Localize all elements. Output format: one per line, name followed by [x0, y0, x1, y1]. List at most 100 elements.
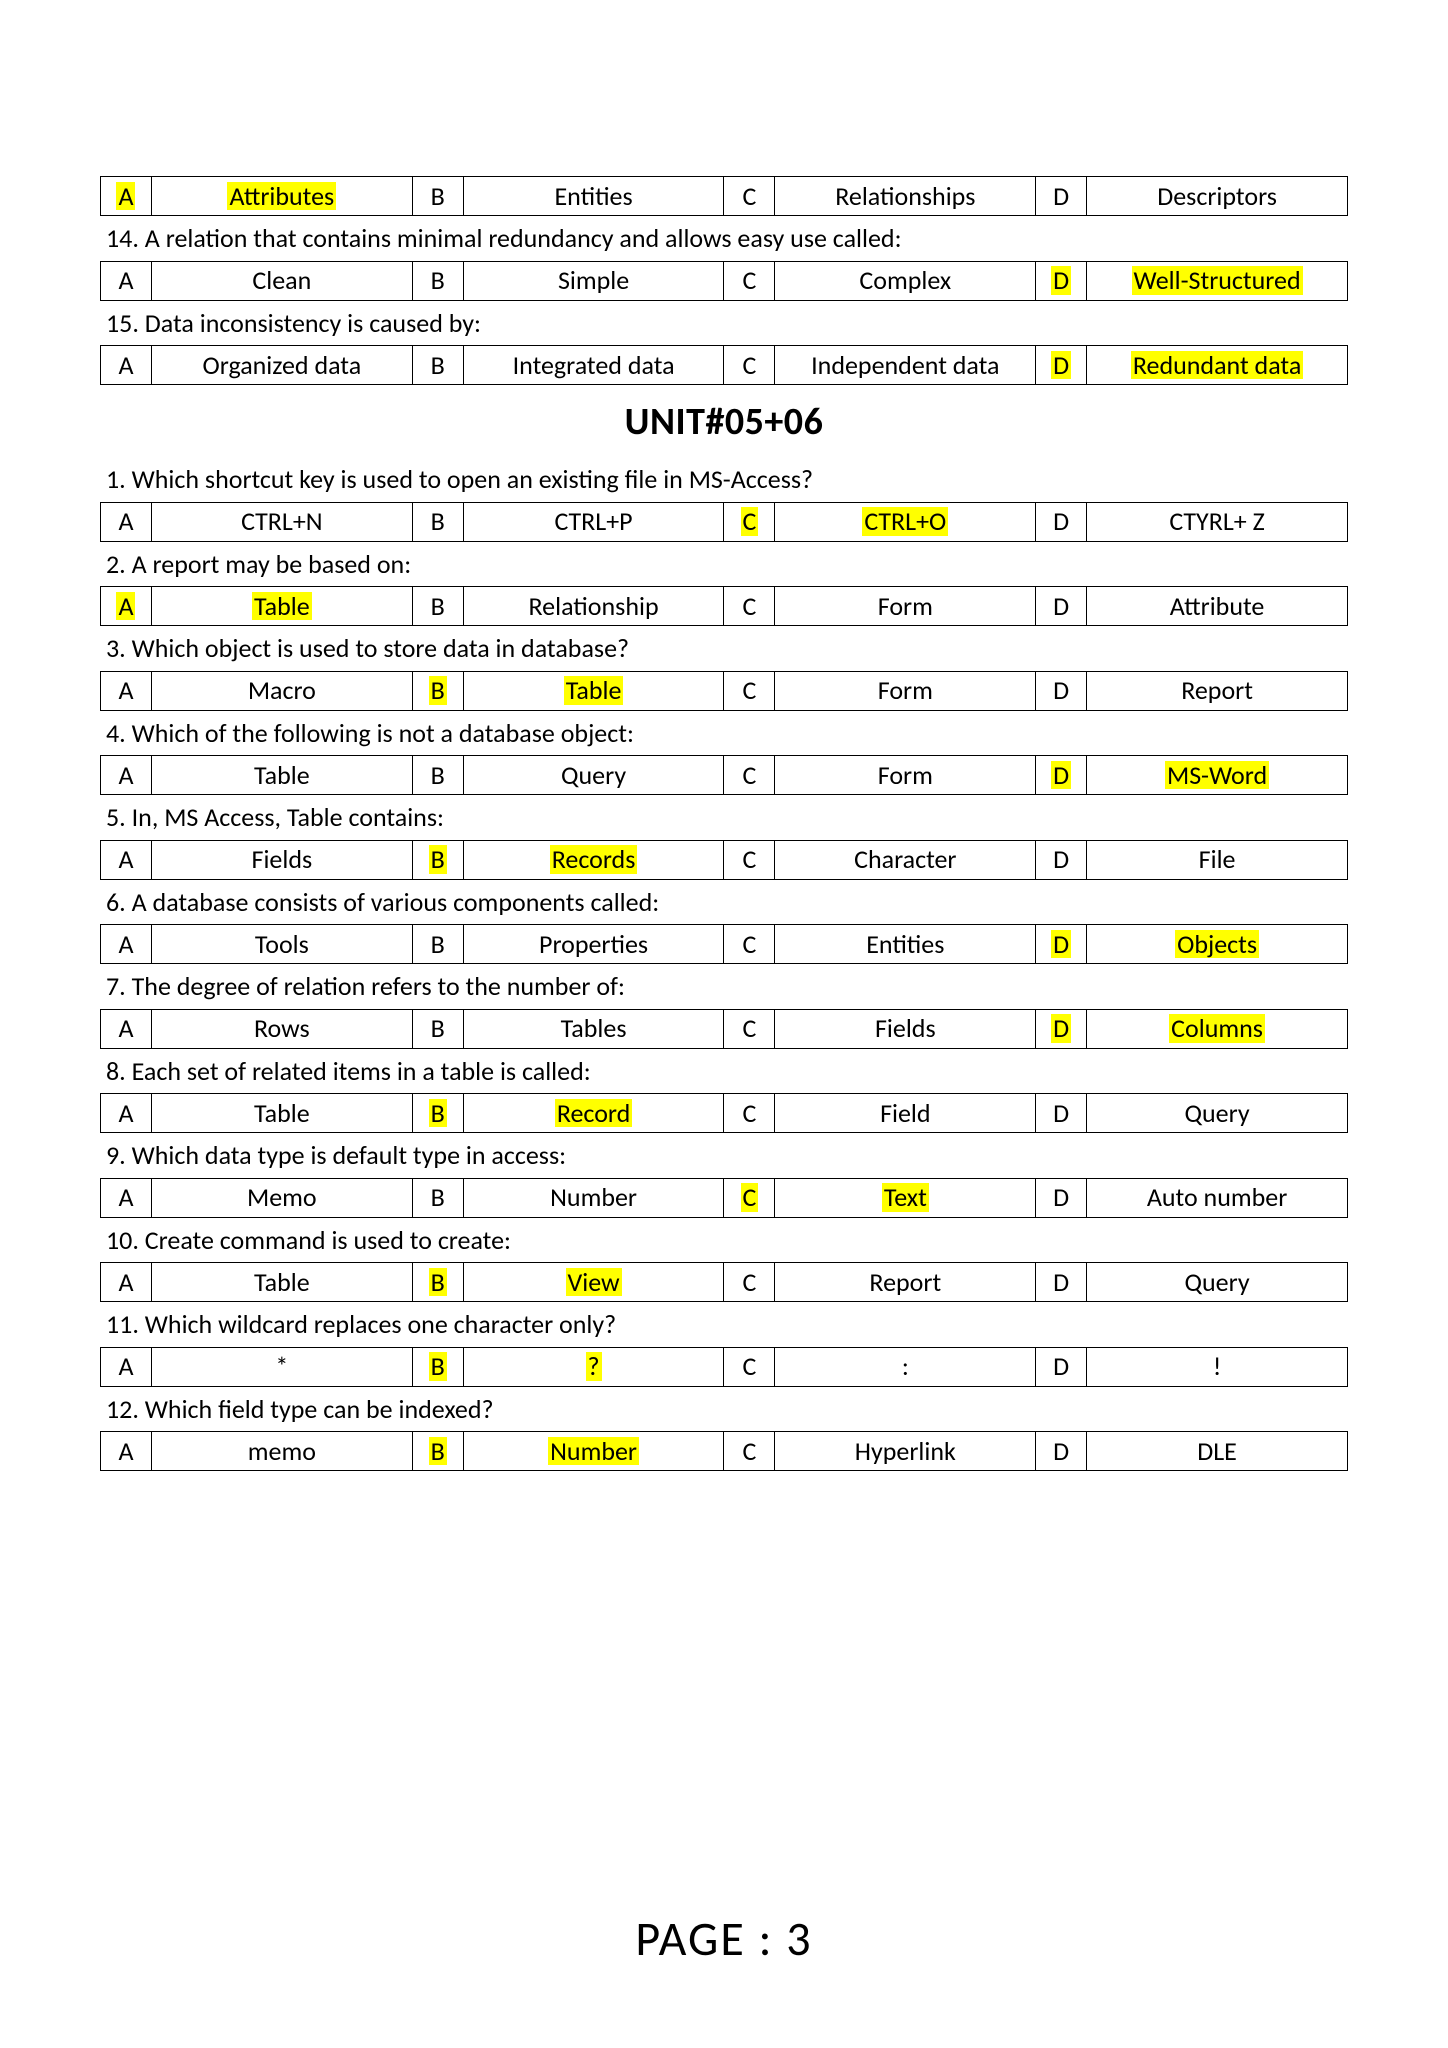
opt-value-a: CTRL+N [151, 502, 412, 541]
option-row: AMemoBNumberCTextDAuto number [100, 1178, 1348, 1218]
opt-value-c: Fields [775, 1009, 1036, 1048]
question-14-text: 14. A relation that contains minimal red… [106, 222, 1348, 255]
question-text: 3. Which object is used to store data in… [106, 632, 1348, 665]
opt-letter-d: D [1036, 1094, 1087, 1133]
opt-value-d: Attribute [1087, 587, 1348, 626]
opt-value-c: Complex [775, 261, 1036, 300]
opt-letter-b: B [412, 1347, 463, 1386]
opt-letter-b: B [412, 1178, 463, 1217]
opt-letter-a: A [101, 1347, 152, 1386]
opt-letter-c: C [724, 840, 775, 879]
table-row: A Attributes B Entities C Relationships … [101, 177, 1348, 216]
opt-letter-c: C [724, 756, 775, 795]
opt-value-b: Properties [463, 925, 724, 964]
opt-value-d: Query [1087, 1094, 1348, 1133]
opt-letter-c: C [724, 1094, 775, 1133]
opt-value-d: Auto number [1087, 1178, 1348, 1217]
question-text: 11. Which wildcard replaces one characte… [106, 1308, 1348, 1341]
opt-value-d: Report [1087, 671, 1348, 710]
opt-letter-b: B [412, 840, 463, 879]
option-row: AToolsBPropertiesCEntitiesDObjects [100, 924, 1348, 964]
opt-letter-d: D [1036, 1009, 1087, 1048]
opt-value-d: Objects [1087, 925, 1348, 964]
opt-value-d: Query [1087, 1263, 1348, 1302]
opt-value-a: Table [151, 756, 412, 795]
opt-value-d: DLE [1087, 1432, 1348, 1471]
opt-letter-b: B [412, 587, 463, 626]
opt-letter-c: C [724, 346, 775, 385]
option-row: A*B?C:D! [100, 1347, 1348, 1387]
opt-letter-b: B [412, 1263, 463, 1302]
opt-value-c: Entities [775, 925, 1036, 964]
opt-letter-d: D [1036, 756, 1087, 795]
opt-letter-d: D [1036, 1432, 1087, 1471]
opt-value-b: Integrated data [463, 346, 724, 385]
opt-value-d: Well-Structured [1087, 261, 1348, 300]
opt-letter-d: D [1036, 671, 1087, 710]
table-row: AToolsBPropertiesCEntitiesDObjects [101, 925, 1348, 964]
opt-value-a: Macro [151, 671, 412, 710]
opt-value-d: Descriptors [1087, 177, 1348, 216]
opt-letter-b: B [412, 671, 463, 710]
question-text: 8. Each set of related items in a table … [106, 1055, 1348, 1088]
question-text: 2. A report may be based on: [106, 548, 1348, 581]
opt-letter-b: B [412, 1432, 463, 1471]
opt-letter-a: A [101, 1178, 152, 1217]
opt-value-a: * [151, 1347, 412, 1386]
opt-value-a: Clean [151, 261, 412, 300]
opt-value-c: CTRL+O [775, 502, 1036, 541]
opt-letter-b: B [412, 925, 463, 964]
opt-letter-c: C [724, 587, 775, 626]
opt-value-b: Number [463, 1432, 724, 1471]
option-row-13: A Attributes B Entities C Relationships … [100, 176, 1348, 216]
table-row: AMemoBNumberCTextDAuto number [101, 1178, 1348, 1217]
opt-letter-b: B [412, 261, 463, 300]
opt-letter-d: D [1036, 261, 1087, 300]
opt-letter-a: A [101, 756, 152, 795]
table-row: AmemoBNumberCHyperlinkDDLE [101, 1432, 1348, 1471]
opt-value-a: Table [151, 1094, 412, 1133]
opt-value-b: Table [463, 671, 724, 710]
opt-letter-b: B [412, 177, 463, 216]
option-row: ATableBQueryCFormDMS-Word [100, 755, 1348, 795]
question-text: 1. Which shortcut key is used to open an… [106, 463, 1348, 496]
opt-letter-c: C [724, 1009, 775, 1048]
opt-value-d: MS-Word [1087, 756, 1348, 795]
opt-letter-b: B [412, 346, 463, 385]
opt-letter-d: D [1036, 1263, 1087, 1302]
opt-letter-c: C [724, 1263, 775, 1302]
opt-value-c: Form [775, 587, 1036, 626]
opt-value-c: Report [775, 1263, 1036, 1302]
opt-value-d: File [1087, 840, 1348, 879]
opt-value-c: Independent data [775, 346, 1036, 385]
option-row: AmemoBNumberCHyperlinkDDLE [100, 1431, 1348, 1471]
opt-value-b: Query [463, 756, 724, 795]
option-row-14: A Clean B Simple C Complex D Well-Struct… [100, 261, 1348, 301]
opt-value-c: Character [775, 840, 1036, 879]
opt-letter-a: A [101, 502, 152, 541]
opt-value-a: Table [151, 1263, 412, 1302]
opt-letter-a: A [101, 671, 152, 710]
opt-letter-c: C [724, 1347, 775, 1386]
option-row: ATableBRelationshipCFormDAttribute [100, 586, 1348, 626]
opt-letter-d: D [1036, 502, 1087, 541]
table-row: ATableBRecordCFieldDQuery [101, 1094, 1348, 1133]
opt-letter-c: C [724, 261, 775, 300]
opt-letter-c: C [724, 925, 775, 964]
opt-value-c: Relationships [775, 177, 1036, 216]
opt-value-a: memo [151, 1432, 412, 1471]
opt-letter-d: D [1036, 840, 1087, 879]
question-text: 6. A database consists of various compon… [106, 886, 1348, 919]
opt-letter-c: C [724, 1178, 775, 1217]
table-row: AFieldsBRecordsCCharacterDFile [101, 840, 1348, 879]
opt-value-b: CTRL+P [463, 502, 724, 541]
table-row: A Clean B Simple C Complex D Well-Struct… [101, 261, 1348, 300]
opt-value-b: Relationship [463, 587, 724, 626]
opt-value-c: Form [775, 671, 1036, 710]
table-row: ARowsBTablesCFieldsDColumns [101, 1009, 1348, 1048]
opt-value-d: CTYRL+ Z [1087, 502, 1348, 541]
opt-value-a: Table [151, 587, 412, 626]
option-row: ATableBViewCReportDQuery [100, 1262, 1348, 1302]
opt-letter-d: D [1036, 177, 1087, 216]
opt-value-b: Number [463, 1178, 724, 1217]
